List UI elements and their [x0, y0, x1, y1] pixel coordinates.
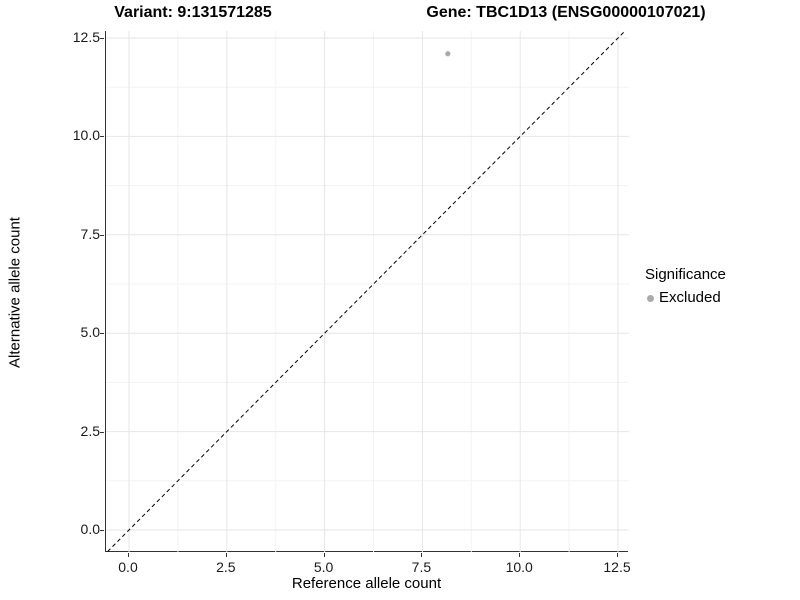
plot-panel	[105, 31, 629, 552]
legend-entry-label: Excluded	[659, 289, 721, 306]
x-tick-label: 10.0	[505, 559, 533, 575]
y-tick-mark	[100, 234, 104, 236]
legend-title: Significance	[645, 266, 726, 283]
y-tick-mark	[100, 38, 104, 39]
y-tick-mark	[100, 333, 104, 335]
y-tick-label: 12.5	[72, 29, 100, 45]
y-tick-label: 10.0	[72, 127, 100, 144]
x-tick-mark	[128, 553, 129, 557]
y-tick-mark	[100, 431, 104, 433]
x-tick-mark	[519, 553, 521, 557]
y-tick-label: 7.5	[80, 225, 100, 242]
y-tick-mark	[100, 136, 104, 138]
plot-title-variant: Variant: 9:131571285	[114, 4, 272, 21]
y-tick-label: 0.0	[80, 521, 100, 537]
x-tick-label: 0.0	[118, 559, 138, 575]
legend: Significance Excluded	[645, 266, 726, 306]
legend-entry-excluded: Excluded	[645, 289, 726, 306]
x-tick-mark	[617, 553, 618, 557]
y-tick-label: 2.5	[80, 422, 100, 439]
x-tick-label: 5.0	[313, 559, 334, 575]
x-tick-mark	[421, 553, 423, 557]
excluded-point-icon	[647, 294, 654, 302]
plot-canvas	[106, 31, 629, 552]
y-tick-mark	[100, 530, 104, 531]
plot-title-gene: Gene: TBC1D13 (ENSG00000107021)	[426, 4, 706, 21]
data-point	[445, 51, 451, 57]
x-tick-label: 2.5	[216, 559, 236, 575]
x-tick-label: 7.5	[411, 559, 432, 575]
x-tick-label: 12.5	[603, 559, 631, 575]
x-tick-mark	[323, 553, 325, 557]
identity-line	[106, 31, 626, 552]
legend-key	[645, 292, 657, 304]
x-tick-mark	[225, 553, 227, 557]
x-axis-title: Reference allele count	[291, 575, 442, 592]
y-axis-title: Alternative allele count	[6, 217, 24, 368]
y-tick-label: 5.0	[80, 324, 100, 341]
